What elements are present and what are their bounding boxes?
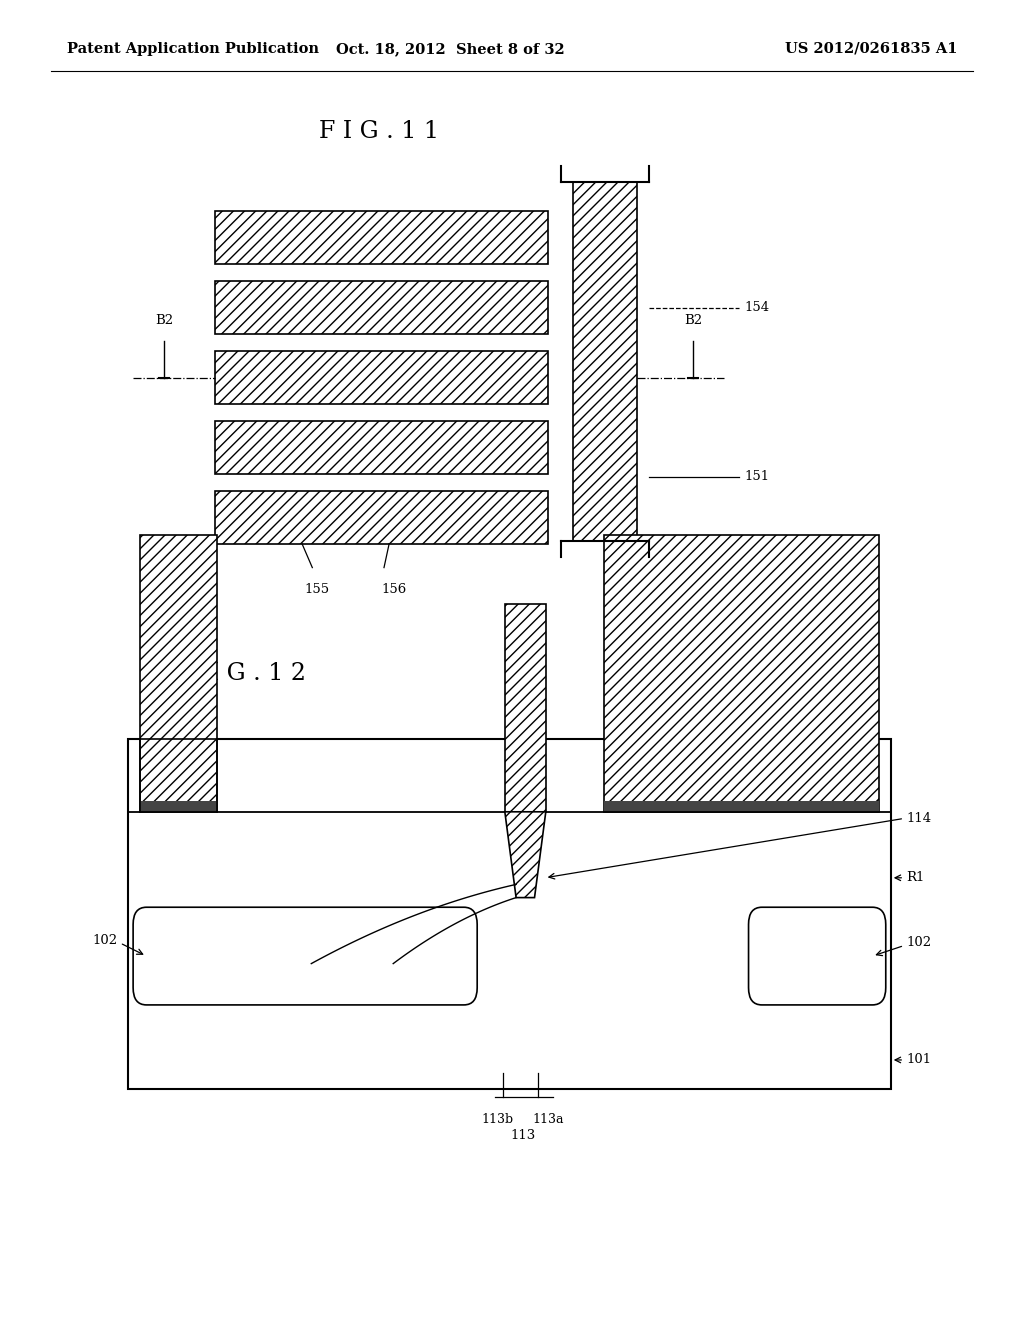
Polygon shape xyxy=(505,812,546,898)
Text: 154: 154 xyxy=(744,301,770,314)
Bar xyxy=(140,535,217,812)
Bar xyxy=(215,281,548,334)
Bar xyxy=(140,801,217,812)
Bar xyxy=(573,182,637,541)
Text: 114: 114 xyxy=(906,812,932,825)
Text: US 2012/0261835 A1: US 2012/0261835 A1 xyxy=(785,42,957,55)
Text: 113a: 113a xyxy=(532,1113,563,1126)
Text: R1: R1 xyxy=(906,871,925,884)
Text: B2: B2 xyxy=(684,314,702,327)
Bar xyxy=(604,801,879,812)
Bar xyxy=(215,421,548,474)
Bar xyxy=(215,211,548,264)
Text: F I G . 1 1: F I G . 1 1 xyxy=(318,120,439,144)
Text: Patent Application Publication: Patent Application Publication xyxy=(67,42,318,55)
Text: B2: B2 xyxy=(155,314,173,327)
Text: 156: 156 xyxy=(382,583,407,597)
Bar xyxy=(215,351,548,404)
Bar xyxy=(505,605,546,812)
Text: 101: 101 xyxy=(906,1053,932,1067)
FancyBboxPatch shape xyxy=(133,907,477,1005)
Bar xyxy=(128,739,891,1089)
Bar xyxy=(604,535,879,812)
FancyBboxPatch shape xyxy=(749,907,886,1005)
Text: 102: 102 xyxy=(906,936,932,949)
Text: 102: 102 xyxy=(92,933,118,946)
Text: F I G . 1 2: F I G . 1 2 xyxy=(185,661,306,685)
Text: Oct. 18, 2012  Sheet 8 of 32: Oct. 18, 2012 Sheet 8 of 32 xyxy=(336,42,565,55)
Text: 113b: 113b xyxy=(481,1113,514,1126)
Bar xyxy=(215,491,548,544)
Text: 113: 113 xyxy=(511,1129,536,1142)
Text: 155: 155 xyxy=(305,583,330,597)
Text: 151: 151 xyxy=(744,470,770,483)
